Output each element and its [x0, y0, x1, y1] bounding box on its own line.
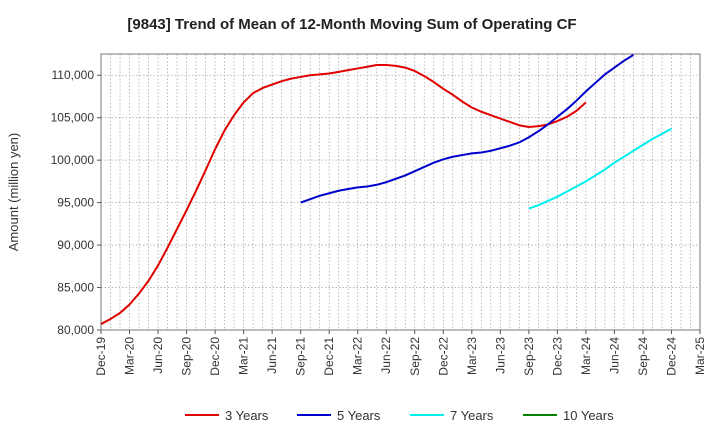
x-tick-label: Jun-23	[493, 337, 507, 374]
x-tick-label: Dec-21	[322, 337, 336, 376]
x-tick-label: Sep-22	[408, 337, 422, 376]
x-tick-label: Mar-25	[693, 337, 707, 375]
series-line-3-years	[100, 64, 587, 325]
legend-label: 10 Years	[563, 408, 614, 423]
x-tick-label: Dec-19	[94, 337, 108, 376]
x-tick-label: Jun-20	[151, 337, 165, 374]
y-tick-label: 95,000	[57, 196, 94, 210]
x-tick-label: Sep-24	[636, 337, 650, 376]
x-tick-label: Dec-24	[664, 337, 678, 376]
grid	[101, 54, 700, 330]
chart-title: [9843] Trend of Mean of 12-Month Moving …	[127, 16, 576, 33]
x-tick-label: Jun-21	[265, 337, 279, 374]
plot-frame	[100, 53, 701, 331]
legend-label: 3 Years	[225, 408, 269, 423]
y-tick-label: 85,000	[57, 281, 94, 295]
series-lines	[100, 54, 672, 325]
y-tick-label: 80,000	[57, 323, 94, 337]
y-tick-label: 100,000	[51, 153, 95, 167]
y-tick-label: 110,000	[52, 68, 95, 82]
x-tick-label: Sep-20	[180, 337, 194, 376]
y-tick-label: 90,000	[57, 238, 94, 252]
x-tick-label: Mar-20	[123, 337, 137, 375]
y-axis-label: Amount (million yen)	[6, 133, 21, 252]
legend-label: 5 Years	[337, 408, 381, 423]
x-tick-label: Dec-20	[208, 337, 222, 376]
x-tick-label: Jun-22	[379, 337, 393, 374]
x-tick-label: Mar-24	[579, 337, 593, 375]
legend-label: 7 Years	[450, 408, 494, 423]
x-tick-label: Mar-22	[351, 337, 365, 375]
series-line-7-years	[528, 127, 672, 210]
x-tick-label: Mar-21	[237, 337, 251, 375]
y-axis: 80,000 85,000 90,000 95,000 100,000 105,000 11…	[51, 68, 101, 337]
x-tick-label: Jun-24	[607, 337, 621, 374]
x-tick-label: Sep-23	[522, 337, 536, 376]
x-tick-label: Dec-22	[436, 337, 450, 376]
y-tick-label: 105,000	[51, 111, 95, 125]
series-line-5-years	[300, 54, 634, 204]
x-tick-label: Sep-21	[294, 337, 308, 376]
x-tick-label: Mar-23	[465, 337, 479, 375]
x-tick-label: Dec-23	[550, 337, 564, 376]
legend: 3 Years 5 Years 7 Years 10 Years	[185, 408, 614, 423]
x-axis: Dec-19 Mar-20 Jun-20 Sep-20 Dec-20 Mar-21 Jun-…	[94, 330, 707, 376]
